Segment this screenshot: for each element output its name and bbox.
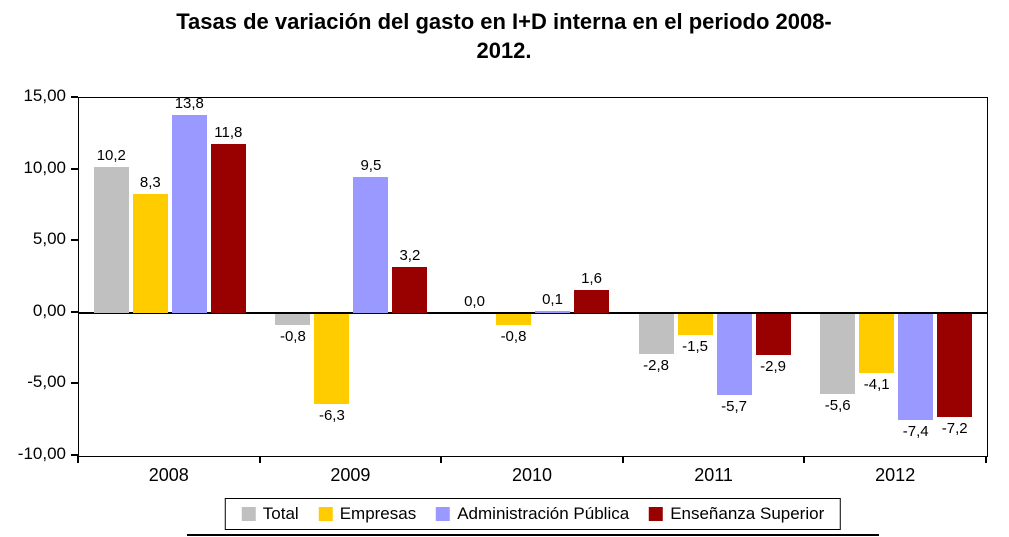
y-tick <box>71 239 78 242</box>
bar-value-label: 11,8 <box>214 123 243 141</box>
bar-value-label: -0,8 <box>279 328 306 346</box>
legend-label: Administración Pública <box>457 504 630 523</box>
x-tick <box>440 456 443 463</box>
legend-item: Empresas <box>318 504 417 524</box>
bar-value-label: -7,4 <box>902 422 929 440</box>
legend-swatch-icon <box>649 507 664 521</box>
bar <box>535 311 570 313</box>
x-tick <box>803 456 806 463</box>
bar <box>755 313 791 356</box>
bar <box>93 166 129 313</box>
bar <box>496 313 531 326</box>
x-tick <box>621 456 624 463</box>
bar-value-label: 1,6 <box>581 269 602 287</box>
bar-value-label: 3,2 <box>399 246 421 264</box>
legend-swatch-icon <box>436 507 451 521</box>
bar-value-label: -2,9 <box>760 358 787 376</box>
bar-value-label: -5,7 <box>721 398 748 416</box>
bar <box>716 313 752 396</box>
bar-value-label: 8,3 <box>139 173 161 191</box>
x-category-label: 2012 <box>875 465 916 485</box>
bar-value-label: -2,8 <box>643 356 670 374</box>
legend-label: Empresas <box>339 504 417 523</box>
x-category-label: 2010 <box>511 465 552 485</box>
bar-value-label: 13,8 <box>174 95 204 113</box>
y-tick <box>71 454 78 456</box>
y-tick <box>71 310 78 313</box>
y-tick-label: 15,00 <box>23 86 66 105</box>
legend: Total Empresas Administración Pública Enseñ… <box>224 498 842 530</box>
legend-label: Total <box>262 504 299 523</box>
bar <box>574 289 609 313</box>
bar-value-label: -0,8 <box>500 328 527 346</box>
legend-item: Total <box>241 504 299 524</box>
y-tick-label: -10,00 <box>17 444 66 463</box>
bar <box>275 313 311 326</box>
y-tick-label: 5,00 <box>32 229 66 249</box>
bar <box>859 313 895 373</box>
legend-swatch-icon <box>318 507 333 521</box>
bar <box>820 313 856 394</box>
bar-value-label: -1,5 <box>682 338 709 356</box>
legend-label: Enseñanza Superior <box>670 504 825 523</box>
bar <box>392 266 428 313</box>
bar-value-label: -5,6 <box>824 396 851 414</box>
bar-value-label: -4,1 <box>863 375 890 393</box>
chart-title: Tasas de variación del gasto en I+D inte… <box>176 9 832 63</box>
bar <box>171 115 207 313</box>
legend-item: Administración Pública <box>436 504 629 524</box>
x-tick <box>985 456 987 463</box>
bar <box>210 143 246 313</box>
bar <box>353 176 389 313</box>
x-category-label: 2008 <box>148 465 189 485</box>
legend-swatch-icon <box>241 507 256 521</box>
bar-value-label: -7,2 <box>941 419 968 437</box>
bar-value-label: 0,1 <box>542 291 563 309</box>
bar-value-label: 10,2 <box>96 146 126 164</box>
plot-area: 10,2 -0,8 0,0 -2,8 -5,6 8,3 -6,3 -0,8 -1,5 -4,1 13… <box>78 95 988 457</box>
bar <box>677 313 713 336</box>
bar <box>898 313 934 420</box>
x-category-label: 2011 <box>694 465 733 485</box>
y-tick <box>71 96 78 98</box>
y-tick-label: -5,00 <box>27 372 66 392</box>
legend-underline <box>187 534 879 536</box>
bar <box>132 193 168 313</box>
x-tick <box>258 456 261 463</box>
x-category-label: 2009 <box>330 465 371 485</box>
bar <box>638 313 674 354</box>
y-tick <box>71 167 78 170</box>
x-tick <box>77 456 79 463</box>
y-tick-label: 0,00 <box>32 300 66 320</box>
y-tick <box>71 382 78 385</box>
zero-line <box>79 311 987 314</box>
bar-value-label: 0,0 <box>464 292 485 310</box>
bar-value-label: -6,3 <box>318 407 345 425</box>
bar <box>314 313 350 404</box>
bar <box>937 313 973 417</box>
bar-value-label: 9,5 <box>360 156 382 174</box>
legend-item: Enseñanza Superior <box>649 504 824 524</box>
y-tick-label: 10,00 <box>23 157 66 177</box>
